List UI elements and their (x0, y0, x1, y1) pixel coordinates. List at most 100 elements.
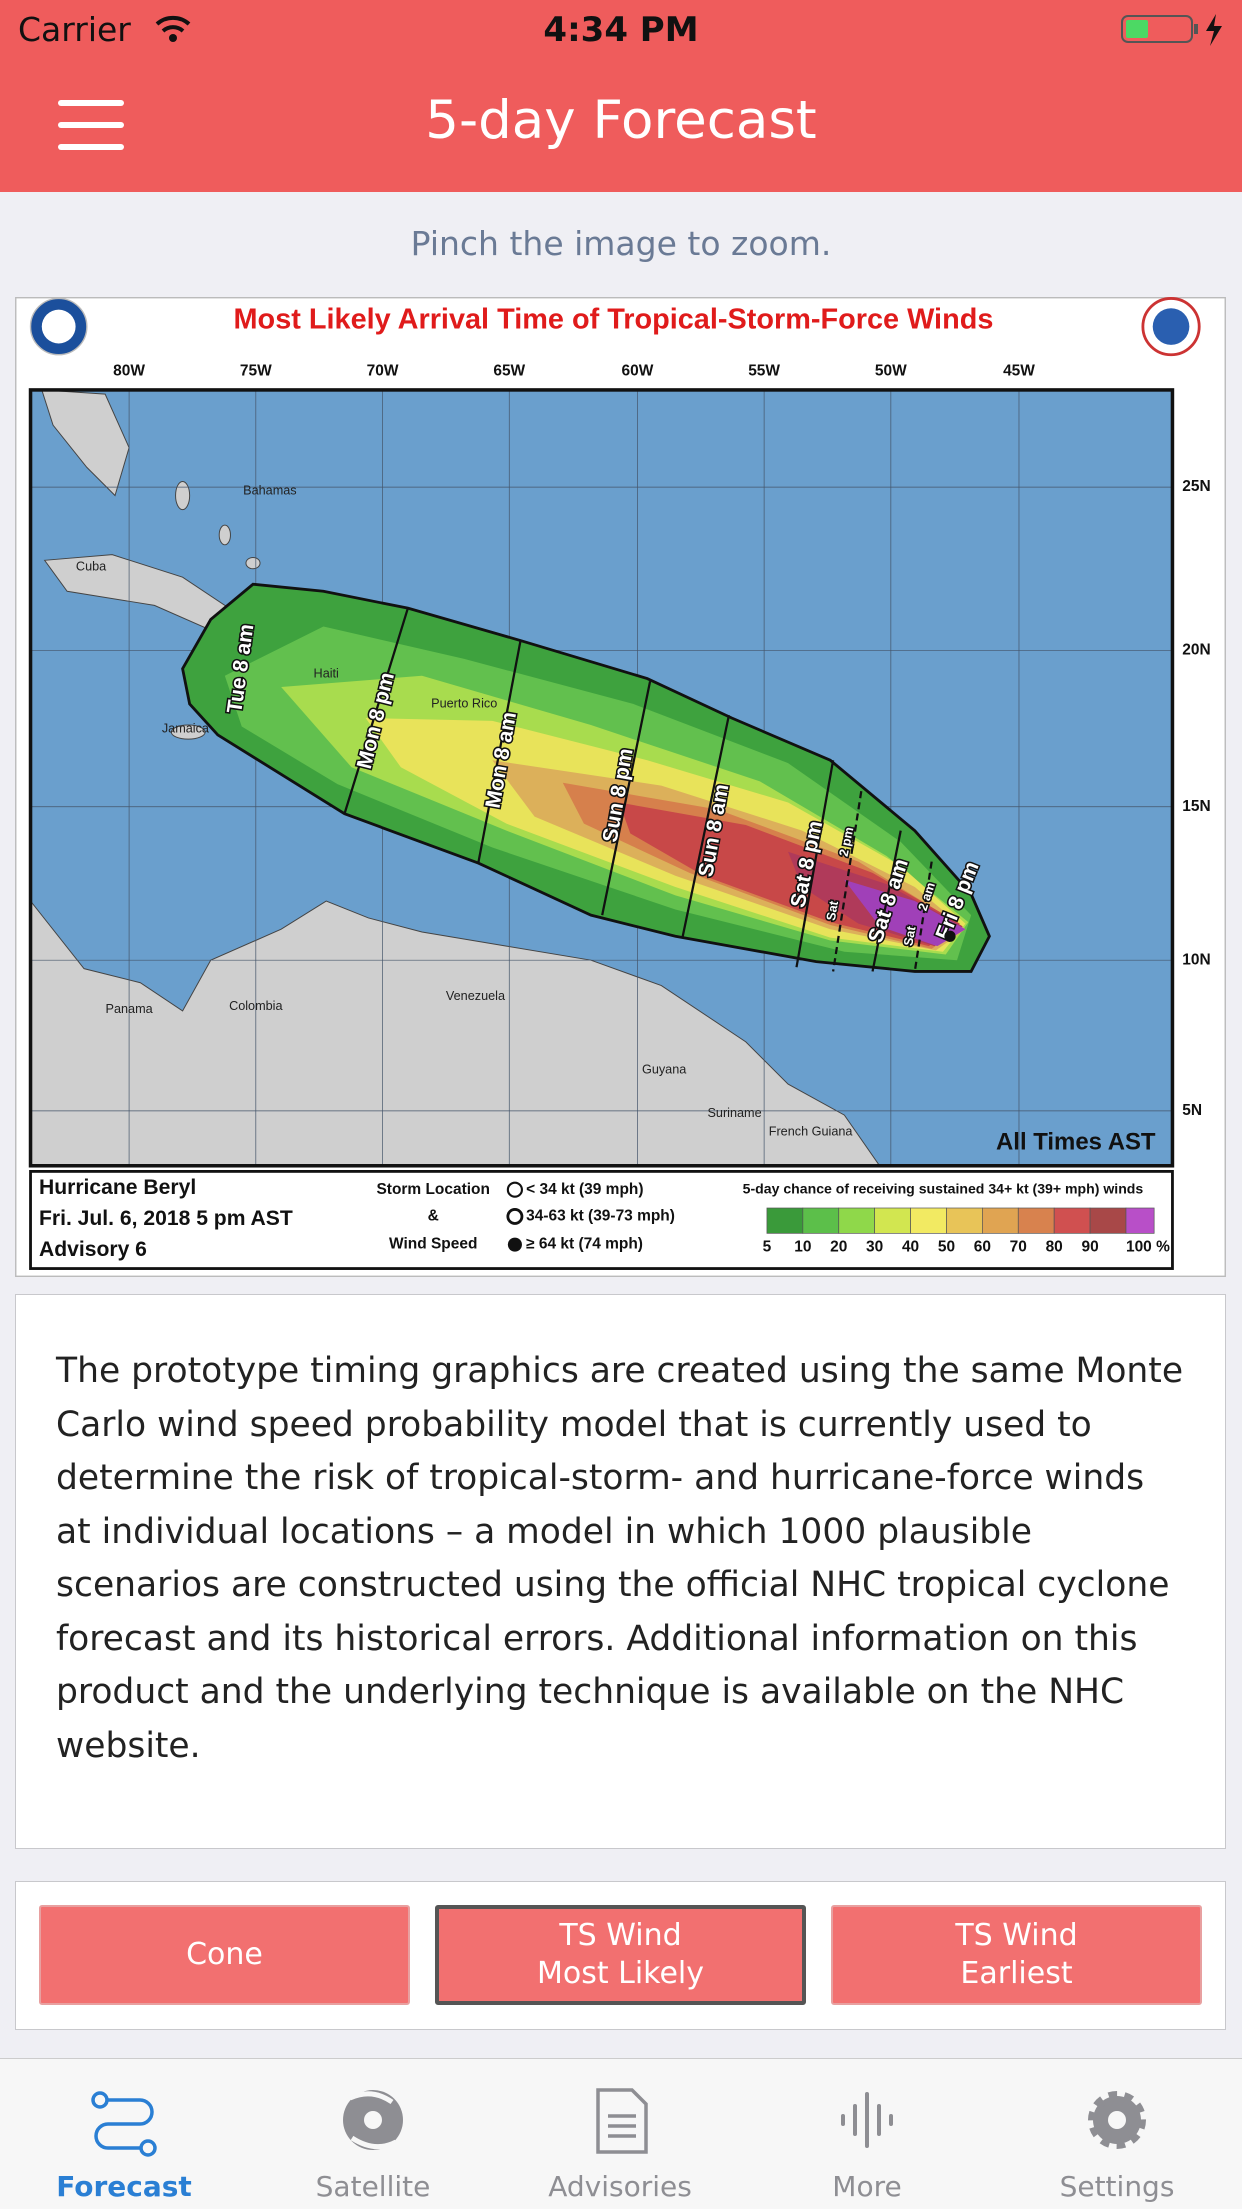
button-label: Earliest (960, 1956, 1073, 1991)
legend-symbol (507, 1237, 522, 1252)
place-label: Colombia (229, 999, 283, 1013)
place-label: Jamaica (162, 722, 210, 736)
longitude-label: 75W (240, 363, 272, 380)
button-label: Most Likely (536, 1956, 705, 1991)
arrival-time-label: Sat (824, 899, 841, 922)
latitude-label: 20N (1182, 642, 1210, 659)
place-label: Suriname (707, 1106, 761, 1120)
scale-label: 100 % (1126, 1239, 1170, 1256)
tab-icons (91, 2088, 1146, 2157)
scale-swatch (1089, 1207, 1127, 1234)
scale-label: 10 (794, 1239, 811, 1256)
nws-logo-inner (1152, 308, 1190, 345)
description-card: The prototype timing graphics are create… (15, 1294, 1226, 1849)
scale-label: 50 (938, 1239, 955, 1256)
time-zone-note: All Times AST (996, 1129, 1156, 1156)
scale-label: 90 (1081, 1239, 1098, 1256)
place-label: Venezuela (446, 989, 506, 1003)
scale-swatch (802, 1207, 840, 1234)
longitude-label: 55W (748, 363, 780, 380)
place-label: French Guiana (769, 1124, 854, 1138)
tab-label[interactable]: Forecast (56, 2170, 192, 2203)
zoom-hint: Pinch the image to zoom. (410, 224, 832, 263)
wind-class-label: < 34 kt (39 mph) (526, 1181, 643, 1198)
scale-label: 20 (830, 1239, 847, 1256)
advisory-date: Fri. Jul. 6, 2018 5 pm AST (39, 1207, 293, 1230)
scale-label: 5 (763, 1239, 772, 1256)
scale-label: 70 (1010, 1239, 1027, 1256)
longitude-label: 65W (493, 363, 525, 380)
battery-icon (1121, 14, 1222, 46)
longitude-label: 80W (113, 363, 145, 380)
scale-label: 80 (1046, 1239, 1063, 1256)
wifi-icon (155, 15, 191, 42)
map-title: Most Likely Arrival Time of Tropical-Sto… (234, 304, 994, 336)
forecast-map[interactable]: Most Likely Arrival Time of Tropical-Sto… (15, 297, 1226, 1277)
more-icon[interactable] (841, 2092, 893, 2148)
storm-name: Hurricane Beryl (39, 1176, 196, 1199)
longitude-label: 60W (621, 363, 653, 380)
legend-label: & (428, 1208, 439, 1225)
time-lines (343, 607, 933, 972)
scale-swatch (1053, 1207, 1091, 1234)
tab-label[interactable]: Advisories (548, 2170, 692, 2203)
tab-label[interactable]: Settings (1059, 2170, 1175, 2203)
scale-swatch (766, 1207, 804, 1234)
advisory-number: Advisory 6 (39, 1238, 147, 1261)
tab-bar (0, 2058, 1242, 2209)
place-label: Panama (106, 1002, 154, 1016)
scale-label: 30 (866, 1239, 883, 1256)
noaa-logo-inner (41, 309, 76, 344)
scale-swatch (910, 1207, 947, 1234)
latitude-label: 15N (1182, 798, 1210, 815)
button-label: TS Wind (559, 1918, 682, 1953)
storm-location (944, 930, 956, 942)
latitude-label: 5N (1182, 1102, 1202, 1119)
clock: 4:34 PM (543, 10, 699, 50)
wind-class-label: 34-63 kt (39-73 mph) (526, 1208, 675, 1225)
tab-label[interactable]: More (832, 2170, 902, 2203)
wind-class-label: ≥ 64 kt (74 mph) (526, 1236, 643, 1253)
tab-label[interactable]: Satellite (315, 2170, 431, 2203)
menu-button[interactable] (58, 100, 124, 150)
place-label: Haiti (314, 667, 339, 681)
tab-button[interactable]: Cone (39, 1905, 410, 2005)
legend-symbol (506, 1208, 524, 1225)
arrival-time-label: Sat (901, 924, 918, 947)
longitude-label: 45W (1003, 363, 1035, 380)
satellite-icon[interactable] (343, 2090, 403, 2150)
place-label: Cuba (76, 560, 107, 574)
scale-label: 60 (974, 1239, 991, 1256)
latitude-label: 25N (1182, 478, 1210, 495)
place-label: Bahamas (243, 484, 296, 498)
scale-swatch (982, 1207, 1019, 1234)
place-label: Guyana (642, 1062, 687, 1076)
forecast-icon[interactable] (91, 2091, 157, 2157)
scale-swatch (838, 1207, 876, 1234)
legend-symbol (506, 1181, 523, 1198)
place-label: Puerto Rico (431, 696, 497, 710)
scale-swatch (946, 1207, 983, 1234)
probability-bands (224, 626, 972, 961)
scale-swatch (1125, 1207, 1155, 1234)
scale-label: 40 (902, 1239, 919, 1256)
scale-swatch (1017, 1207, 1055, 1234)
advisories-icon[interactable] (596, 2088, 648, 2154)
page-title: 5-day Forecast (425, 90, 817, 151)
tab-button[interactable]: TS Wind Earliest (831, 1905, 1202, 2005)
settings-icon[interactable] (1088, 2091, 1146, 2149)
description-text: The prototype timing graphics are create… (56, 1351, 1184, 1766)
legend-label: 5-day chance of receiving sustained 34+ … (743, 1180, 1144, 1196)
legend-label: Storm Location (377, 1181, 490, 1198)
button-label: TS Wind (955, 1918, 1078, 1953)
button-label: Cone (186, 1937, 263, 1972)
legend-label: Wind Speed (389, 1236, 477, 1253)
carrier: Carrier (18, 10, 131, 49)
header-bar (0, 0, 1242, 192)
longitude-label: 50W (875, 363, 907, 380)
latitude-label: 10N (1182, 951, 1210, 968)
longitude-label: 70W (367, 363, 399, 380)
scale-swatch (874, 1207, 911, 1234)
tab-button[interactable]: TS Wind Most Likely (435, 1905, 806, 2005)
